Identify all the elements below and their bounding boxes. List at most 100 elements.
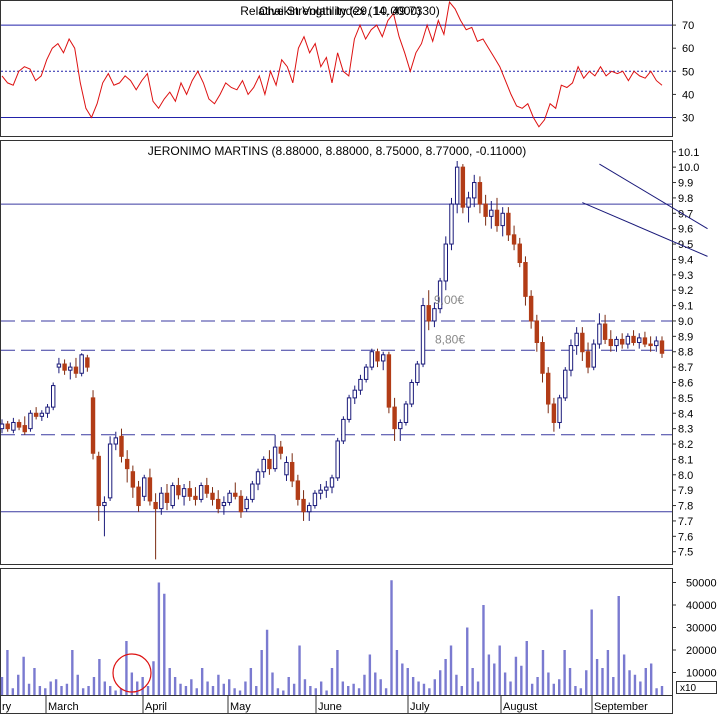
volume-bar <box>87 686 90 695</box>
candle-body <box>591 343 596 368</box>
candle-body <box>443 243 449 282</box>
rsi-tick-label-4: 70 <box>682 20 694 32</box>
candle-body <box>16 421 22 428</box>
volume-bar <box>211 686 215 695</box>
candle <box>102 496 107 537</box>
candle <box>11 417 16 434</box>
candle <box>130 465 136 498</box>
candle-body <box>523 262 528 297</box>
rsi-series-line <box>1 0 663 128</box>
candle <box>5 420 10 432</box>
price-reference-lines <box>1 203 672 513</box>
volume-bar <box>146 686 150 695</box>
volume-bar <box>244 681 247 695</box>
volume-bar <box>547 672 550 695</box>
candle-body <box>369 351 375 368</box>
candle <box>204 477 210 498</box>
candle-body <box>96 455 101 507</box>
price-tick-label-16: 8.5 <box>678 393 693 405</box>
candle <box>329 474 335 494</box>
volume-bar <box>374 672 377 695</box>
volume-bar <box>136 681 139 695</box>
candle <box>443 236 449 291</box>
candle <box>181 484 187 506</box>
candle <box>324 480 329 498</box>
volume-bar <box>38 686 42 695</box>
candle <box>261 456 266 478</box>
volume-bar <box>368 654 372 695</box>
volume-bar <box>0 677 4 695</box>
candle <box>602 314 608 345</box>
candle <box>307 502 312 521</box>
candle <box>96 451 101 521</box>
volume-bar <box>33 668 36 695</box>
candle <box>415 360 420 386</box>
volume-bar <box>190 679 193 695</box>
candle-body <box>289 461 295 482</box>
candle <box>221 496 227 515</box>
candle-body <box>164 492 170 503</box>
volume-bar <box>482 605 485 695</box>
volume-bar <box>622 654 626 695</box>
volume-bar <box>455 674 458 695</box>
candle-body <box>324 486 329 491</box>
candle-body <box>73 366 79 374</box>
volume-bar <box>649 663 653 695</box>
volume-bar <box>71 650 74 695</box>
candle-body <box>284 461 289 476</box>
candle-body <box>147 477 153 502</box>
volume-bar <box>49 681 52 695</box>
candle <box>557 394 562 429</box>
volume-bar <box>503 672 507 695</box>
candle-body <box>79 354 84 374</box>
price-tick-label-6: 9.5 <box>678 239 693 251</box>
candle-body <box>602 323 608 340</box>
candle-body <box>85 357 90 368</box>
date-label-5: July <box>410 701 430 713</box>
volume-bar <box>298 645 301 695</box>
volume-bar <box>6 650 9 695</box>
candle <box>494 197 500 232</box>
volume-bar <box>514 656 518 695</box>
volume-bar <box>379 679 382 695</box>
volume-bar <box>228 679 231 695</box>
volume-bar <box>449 645 453 695</box>
candle-body <box>648 343 653 347</box>
candle <box>250 480 255 503</box>
candle-body <box>659 340 665 354</box>
candle-body <box>28 412 33 430</box>
candle-body <box>153 501 158 510</box>
candle-body <box>198 485 204 500</box>
candle <box>318 484 323 500</box>
candle <box>398 419 403 441</box>
volume-bar <box>487 654 491 695</box>
candle-body <box>0 423 5 430</box>
date-label-7: September <box>594 701 648 713</box>
volume-bar <box>363 674 366 695</box>
candle <box>608 330 613 352</box>
candle-body <box>557 397 562 423</box>
volume-bar <box>303 679 307 695</box>
candle-body <box>460 166 466 208</box>
candle <box>113 431 118 451</box>
volume-tick-label-3: 40000 <box>686 600 717 612</box>
candle-body <box>301 498 306 513</box>
volume-bar <box>341 681 345 695</box>
candle <box>483 194 488 226</box>
candle-body <box>585 351 591 368</box>
candle-body <box>432 308 437 322</box>
rsi-tick-label-0: 30 <box>682 113 694 125</box>
candle-body <box>654 340 659 347</box>
candle <box>420 297 426 368</box>
candle-body <box>102 501 107 507</box>
volume-bar <box>92 677 96 695</box>
candle <box>210 487 215 506</box>
volume-bar <box>612 677 615 695</box>
volume-bar <box>292 683 296 695</box>
volume-bar <box>222 683 226 695</box>
volume-bar <box>119 688 123 695</box>
volume-bar <box>493 663 496 695</box>
candle-body <box>312 492 318 507</box>
candle-body <box>398 421 403 430</box>
candle <box>534 314 540 352</box>
